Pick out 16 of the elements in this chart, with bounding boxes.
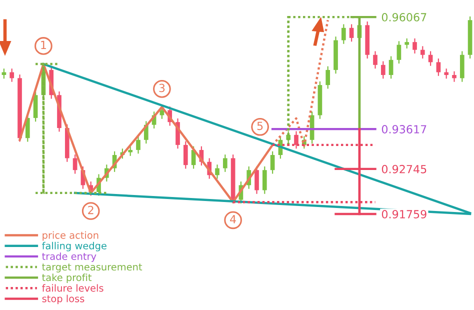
y-tick-label: 0.93617 [382, 125, 426, 134]
y-tick-label: 0.91759 [382, 210, 426, 218]
annotation: 1 [41, 40, 46, 50]
legend-label: price action [42, 231, 98, 241]
annotation: 2 [88, 206, 94, 214]
annotation: 5 [257, 122, 263, 130]
y-tick-label: 0.96067 [382, 13, 426, 22]
annotation: 3 [159, 84, 165, 92]
legend-label: take profit [42, 274, 92, 284]
legend-label: target measurement [42, 264, 142, 272]
legend-label: falling wedge [42, 242, 106, 252]
y-tick-label: 0.92745 [382, 164, 426, 174]
legend-label: stop loss [42, 294, 84, 304]
legend-label: failure levels [42, 284, 104, 292]
legend-label: trade entry [42, 252, 96, 262]
annotation: 4 [230, 215, 236, 224]
